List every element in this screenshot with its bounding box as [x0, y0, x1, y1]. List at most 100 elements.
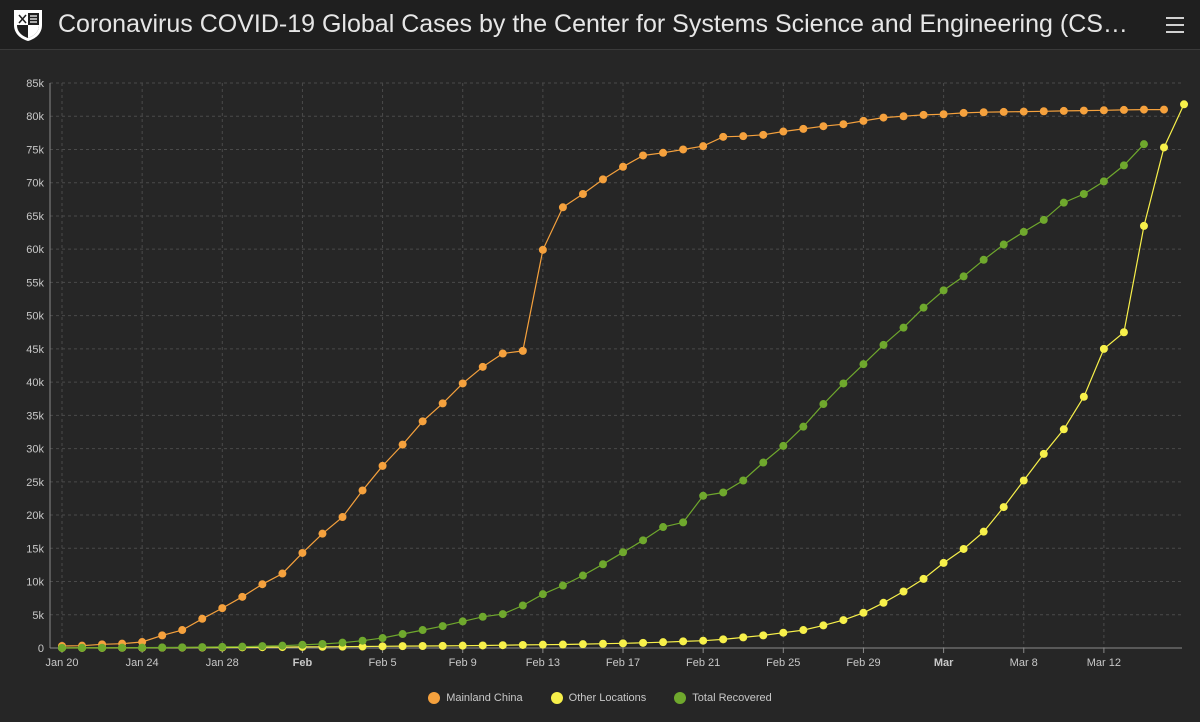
data-point-total-recovered [78, 643, 87, 652]
chart-series [58, 100, 1189, 652]
data-point-mainland-china [959, 108, 968, 117]
data-point-total-recovered [318, 640, 327, 649]
y-tick-label: 60k [26, 244, 44, 256]
series-line-mainland-china [61, 109, 1164, 647]
data-point-other-locations [819, 621, 828, 630]
x-tick-label: Feb 13 [526, 657, 560, 669]
data-point-other-locations [358, 642, 367, 651]
data-point-total-recovered [719, 488, 728, 497]
data-point-mainland-china [178, 626, 187, 635]
data-point-total-recovered [138, 643, 147, 652]
data-point-mainland-china [879, 113, 888, 122]
x-tick-label: Feb 5 [369, 657, 397, 669]
y-tick-label: 40k [26, 377, 44, 389]
data-point-mainland-china [719, 132, 728, 141]
data-point-total-recovered [1019, 227, 1028, 236]
cases-line-chart: 0 5k 10k 15k 20k 25k 30k 35k 40k 45k 50k 55k 60k 65k 7… [26, 78, 1189, 669]
data-point-mainland-china [819, 122, 828, 131]
data-point-mainland-china [839, 120, 848, 129]
data-point-mainland-china [899, 112, 908, 121]
data-point-mainland-china [258, 580, 267, 589]
data-point-total-recovered [739, 476, 748, 485]
legend-item-mainland-china[interactable]: Mainland China [428, 688, 523, 708]
x-tick-label: Jan 28 [206, 657, 239, 669]
data-point-total-recovered [118, 643, 127, 652]
data-point-mainland-china [859, 116, 868, 125]
data-point-total-recovered [298, 640, 307, 649]
data-point-other-locations [1160, 143, 1168, 152]
data-point-total-recovered [278, 641, 287, 650]
data-point-mainland-china [338, 513, 347, 522]
data-point-other-locations [899, 587, 908, 596]
data-point-mainland-china [398, 440, 407, 449]
data-point-other-locations [799, 626, 808, 635]
data-point-total-recovered [218, 642, 227, 651]
data-point-other-locations [999, 503, 1008, 512]
data-point-total-recovered [1139, 140, 1148, 149]
data-point-mainland-china [138, 638, 147, 647]
data-point-mainland-china [759, 130, 768, 139]
data-point-total-recovered [799, 422, 808, 431]
legend-label: Other Locations [568, 692, 647, 704]
data-point-total-recovered [819, 400, 828, 409]
data-point-other-locations [859, 608, 868, 617]
y-tick-label: 35k [26, 410, 44, 422]
data-point-other-locations [619, 639, 628, 648]
data-point-other-locations [779, 628, 788, 637]
series-line-total-recovered [61, 143, 1145, 649]
data-point-mainland-china [939, 110, 948, 119]
data-point-other-locations [1079, 392, 1088, 401]
data-point-total-recovered [358, 636, 367, 645]
data-point-total-recovered [939, 286, 948, 295]
dashboard-title: Coronavirus COVID-19 Global Cases by the… [58, 10, 1138, 38]
data-point-other-locations [1119, 328, 1128, 337]
data-point-total-recovered [1039, 215, 1048, 224]
app-header: Coronavirus COVID-19 Global Cases by the… [0, 0, 1200, 50]
chart-grid [50, 82, 1182, 649]
data-point-mainland-china [659, 148, 668, 157]
data-point-mainland-china [1019, 107, 1028, 116]
legend-item-other-locations[interactable]: Other Locations [550, 688, 647, 708]
data-point-other-locations [879, 598, 888, 607]
hamburger-menu-icon[interactable] [1163, 14, 1187, 36]
data-point-mainland-china [538, 245, 547, 254]
y-tick-label: 85k [26, 78, 44, 90]
data-point-other-locations [558, 640, 567, 649]
data-point-mainland-china [639, 151, 648, 160]
data-point-mainland-china [598, 175, 607, 184]
data-point-mainland-china [198, 614, 207, 623]
data-point-mainland-china [779, 127, 788, 136]
data-point-mainland-china [418, 417, 427, 426]
data-point-mainland-china [318, 529, 327, 538]
y-tick-label: 50k [26, 311, 44, 323]
data-point-total-recovered [598, 560, 607, 569]
data-point-other-locations [939, 558, 948, 567]
data-point-mainland-china [518, 346, 527, 355]
legend-swatch [428, 692, 441, 704]
data-point-total-recovered [1079, 190, 1088, 199]
data-point-total-recovered [158, 643, 167, 652]
chart-axes: 0 5k 10k 15k 20k 25k 30k 35k 40k 45k 50k 55k 60k 65k 7… [26, 78, 1182, 669]
data-point-other-locations [739, 633, 748, 642]
data-point-total-recovered [418, 626, 427, 635]
data-point-total-recovered [679, 518, 688, 527]
y-tick-label: 15k [26, 543, 44, 555]
y-tick-label: 75k [26, 144, 44, 156]
data-point-mainland-china [1139, 105, 1148, 114]
y-tick-label: 10k [26, 577, 44, 589]
x-tick-label: Jan 20 [45, 657, 78, 669]
x-tick-label: Feb 21 [686, 657, 720, 669]
data-point-total-recovered [759, 458, 768, 467]
data-point-other-locations [518, 640, 527, 649]
data-point-mainland-china [1119, 105, 1128, 114]
data-point-other-locations [1099, 344, 1108, 353]
y-tick-label: 70k [26, 178, 44, 190]
legend-label: Total Recovered [692, 692, 772, 704]
legend-item-total-recovered[interactable]: Total Recovered [674, 688, 772, 708]
data-point-other-locations [458, 641, 467, 650]
data-point-total-recovered [639, 536, 648, 545]
data-point-other-locations [1139, 221, 1148, 230]
data-point-mainland-china [699, 142, 708, 151]
data-point-other-locations [378, 642, 387, 651]
data-point-other-locations [498, 641, 507, 650]
